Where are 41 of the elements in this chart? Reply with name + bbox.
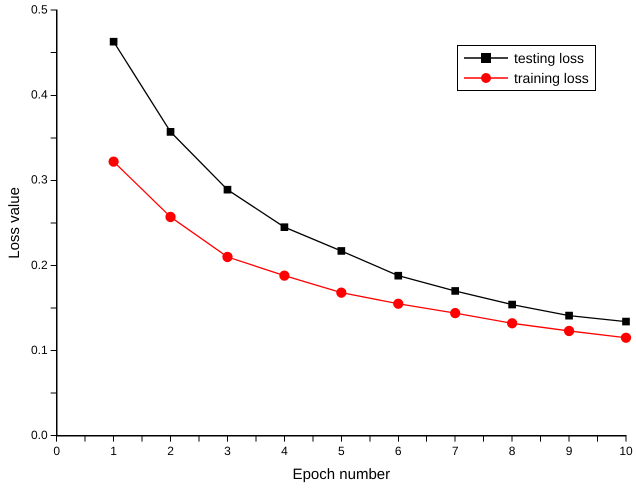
point [336,288,346,298]
x-tick-label: 3 [224,444,232,458]
point [224,186,232,194]
x-tick-label: 4 [281,444,288,458]
point [279,270,290,281]
y-tick-label: 0.4 [30,88,48,102]
point [108,156,119,167]
x-tick-label: 0 [53,444,60,458]
point [166,128,174,136]
point [506,318,518,328]
point [394,272,402,280]
x-tick-label: 2 [167,444,174,458]
legend-label: testing loss [514,50,584,66]
point [338,247,346,255]
point [565,312,573,320]
point [508,300,516,308]
y-tick-label: 0.5 [30,2,48,17]
point [450,308,460,318]
x-tick-label: 10 [619,444,633,458]
point [564,326,574,336]
point [622,318,630,326]
x-axis-title: Epoch number [292,466,390,484]
point [110,38,118,46]
point [620,332,632,343]
x-tick-label: 7 [452,444,459,458]
y-tick-label: 0.2 [30,258,48,272]
point [222,252,233,262]
point [451,287,460,295]
y-tick-label: 0.1 [30,342,48,357]
legend-label: training loss [514,70,589,86]
x-tick-label: 8 [508,444,516,458]
x-tick-label: 9 [566,444,573,458]
x-tick-label: 6 [394,444,402,458]
x-tick-label: 1 [110,444,118,458]
y-tick-label: 0.0 [30,428,48,442]
y-tick-label: 0.3 [30,172,48,187]
point [165,212,176,222]
y-axis-title: Loss value [6,187,24,259]
point [280,223,288,231]
x-tick-label: 5 [338,444,345,458]
point [393,298,404,309]
